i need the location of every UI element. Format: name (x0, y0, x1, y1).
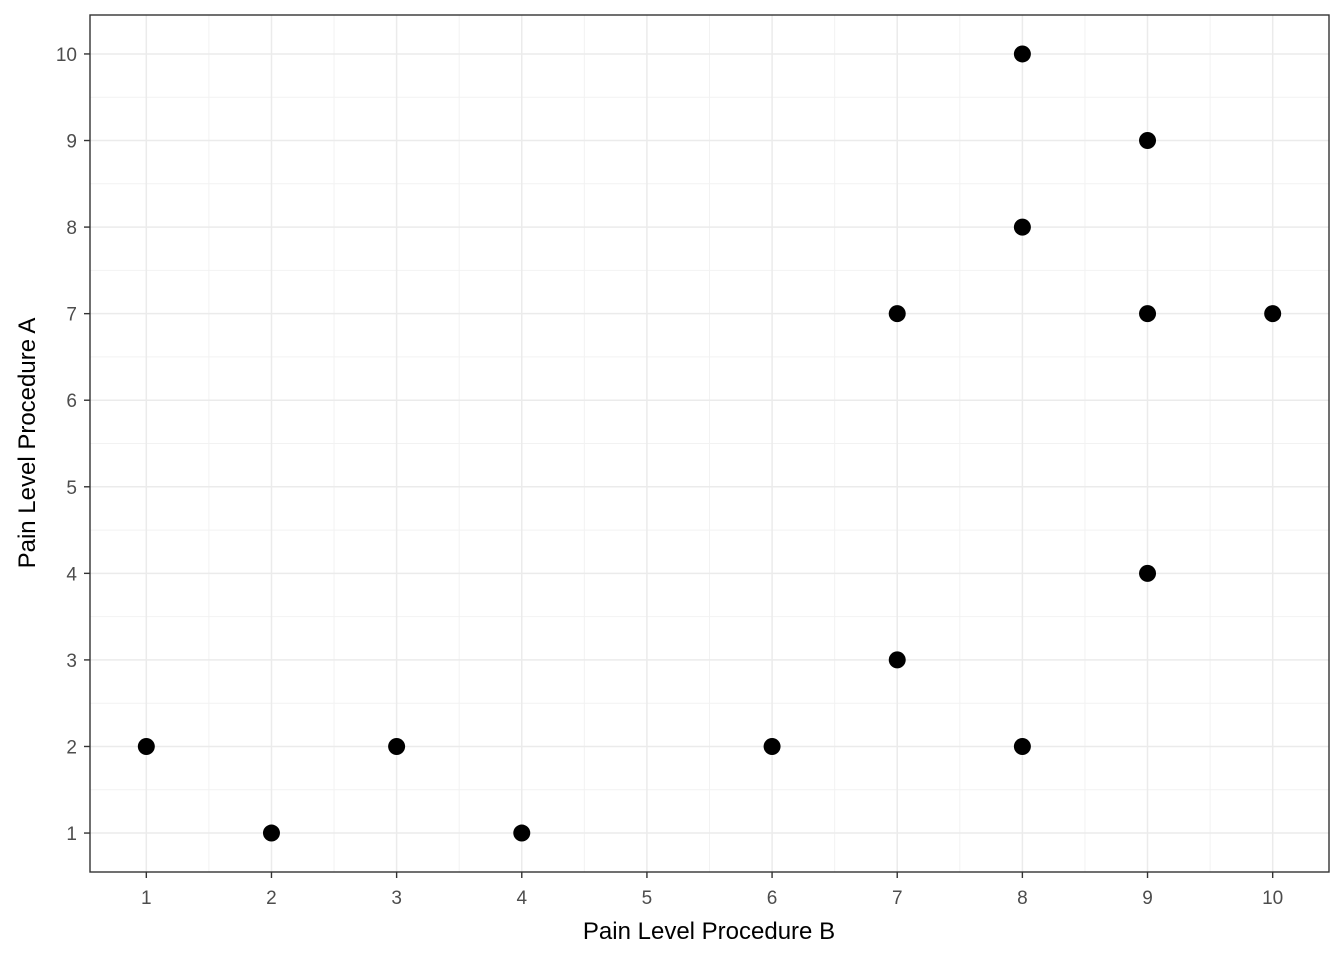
data-points (137, 45, 1282, 842)
x-tick-label: 7 (892, 888, 903, 909)
y-tick-label: 8 (66, 218, 77, 239)
x-tick-label: 5 (642, 888, 653, 909)
y-axis-title: Pain Level Procedure A (14, 318, 41, 569)
x-tick-label: 10 (1262, 888, 1283, 909)
x-tick-label: 6 (767, 888, 778, 909)
data-point (1013, 218, 1031, 236)
y-tick-label: 5 (66, 478, 77, 499)
y-tick-label: 9 (66, 132, 77, 153)
y-tick-label: 7 (66, 305, 77, 326)
y-tick-label: 10 (56, 45, 77, 66)
x-axis: 1 2 3 4 5 6 7 8 9 10 (141, 872, 1283, 909)
x-tick-label: 4 (516, 888, 527, 909)
x-tick-label: 1 (141, 888, 152, 909)
y-tick-label: 4 (66, 564, 77, 585)
x-tick-label: 9 (1142, 888, 1153, 909)
y-tick-label: 3 (66, 651, 77, 672)
grid (90, 15, 1329, 872)
y-axis: 1 2 3 4 5 6 7 8 9 10 (56, 45, 90, 845)
data-point (1264, 305, 1282, 323)
data-point (262, 824, 280, 842)
data-point (1013, 737, 1031, 755)
x-tick-label: 8 (1017, 888, 1028, 909)
data-point (137, 737, 155, 755)
data-point (388, 737, 406, 755)
y-tick-label: 2 (66, 737, 77, 758)
data-point (763, 737, 781, 755)
x-tick-label: 3 (391, 888, 402, 909)
data-point (1139, 132, 1157, 150)
data-point (888, 651, 906, 669)
data-point (888, 305, 906, 323)
data-point (1013, 45, 1031, 63)
y-tick-label: 1 (66, 824, 77, 845)
plot-border (89, 14, 1330, 873)
data-point (1139, 305, 1157, 323)
y-tick-label: 6 (66, 391, 77, 412)
x-tick-label: 2 (266, 888, 277, 909)
data-point (513, 824, 531, 842)
x-axis-title: Pain Level Procedure B (583, 918, 835, 945)
data-point (1139, 564, 1157, 582)
